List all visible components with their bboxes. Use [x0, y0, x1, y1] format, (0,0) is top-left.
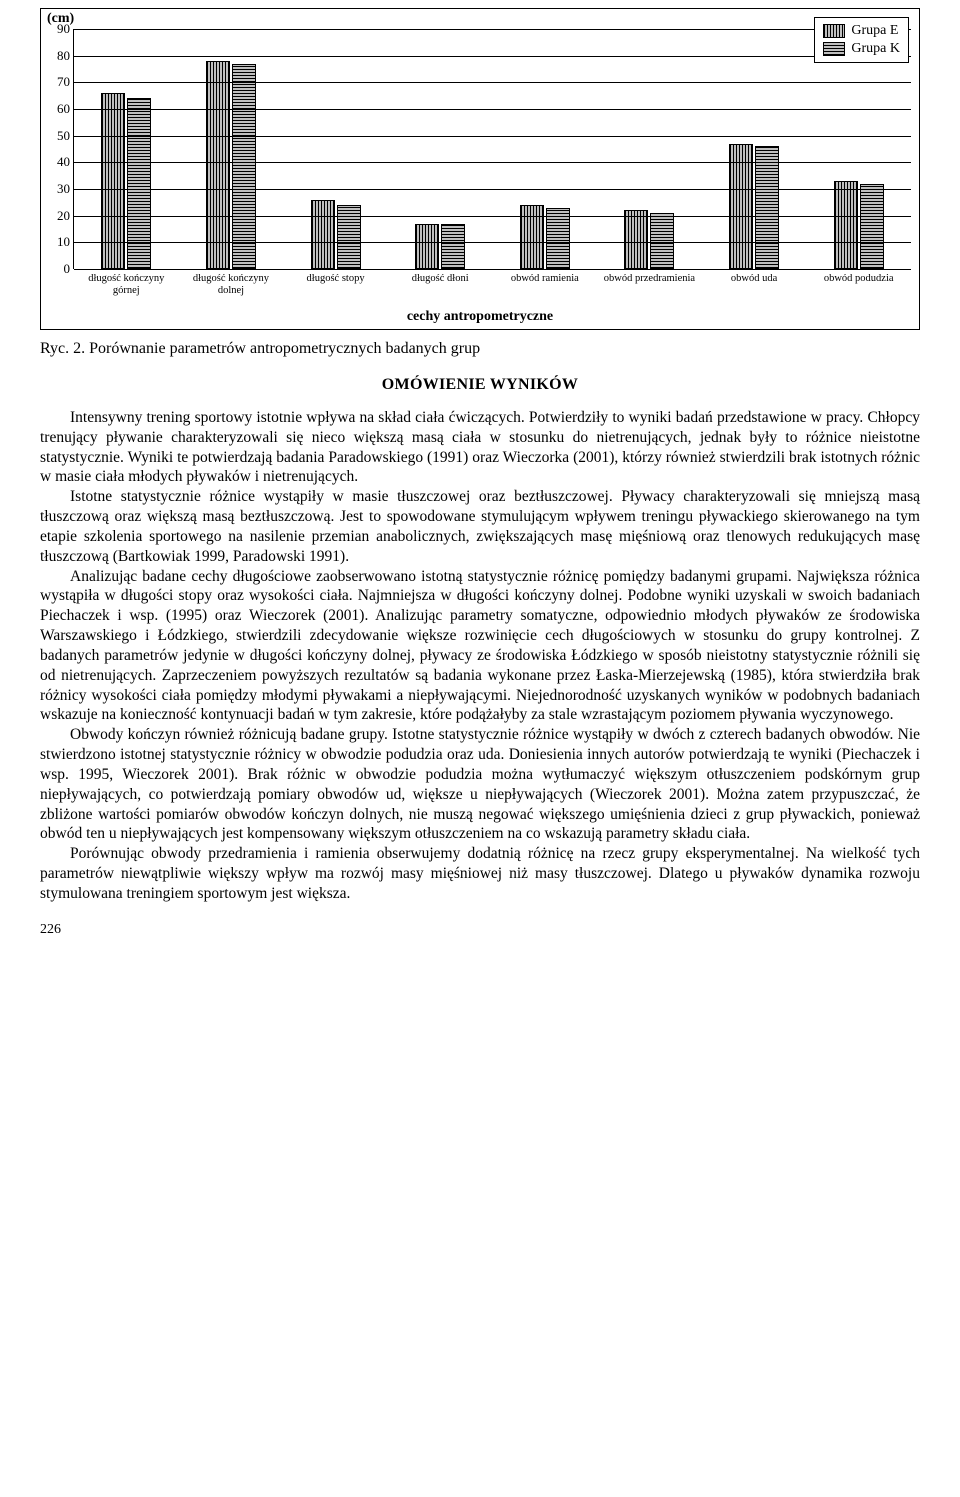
bar-grupa-e — [206, 61, 230, 269]
figure-caption: Ryc. 2. Porównanie parametrów antropomet… — [40, 340, 920, 358]
plot-area: 9080706050403020100długość kończynygórne… — [73, 29, 911, 269]
bar-grupa-k — [546, 208, 570, 269]
y-tick-label: 50 — [44, 128, 70, 144]
y-tick-label: 30 — [44, 181, 70, 197]
bar-grupa-e — [624, 210, 648, 269]
y-tick-label: 20 — [44, 208, 70, 224]
y-tick-label: 60 — [44, 101, 70, 117]
bars-container — [74, 29, 911, 269]
y-tick-label: 80 — [44, 48, 70, 64]
legend-label-e: Grupa E — [851, 23, 898, 39]
x-tick-label: obwód uda — [702, 269, 807, 285]
y-tick-label: 0 — [44, 261, 70, 277]
x-tick-label: długość stopy — [283, 269, 388, 285]
paragraph: Intensywny trening sportowy istotnie wpł… — [40, 408, 920, 487]
bar-grupa-e — [311, 200, 335, 269]
paragraph: Obwody kończyn również różnicują badane … — [40, 725, 920, 844]
bar-grupa-e — [520, 205, 544, 269]
legend-item-k: Grupa K — [823, 40, 900, 58]
bar-grupa-k — [860, 184, 884, 269]
anthropometric-chart: (cm) 9080706050403020100długość kończyny… — [40, 8, 920, 330]
bar-grupa-k — [127, 98, 151, 269]
x-axis-title: cechy antropometryczne — [41, 309, 919, 325]
y-tick-label: 10 — [44, 234, 70, 250]
caption-text: Porównanie parametrów antropometrycznych… — [89, 340, 480, 357]
gridline — [74, 216, 911, 217]
legend: Grupa E Grupa K — [814, 17, 909, 63]
bar-grupa-k — [232, 64, 256, 269]
y-tick-label: 70 — [44, 74, 70, 90]
section-title: OMÓWIENIE WYNIKÓW — [40, 376, 920, 394]
gridline — [74, 56, 911, 57]
gridline — [74, 242, 911, 243]
gridline — [74, 136, 911, 137]
bar-grupa-k — [441, 224, 465, 269]
legend-item-e: Grupa E — [823, 22, 900, 40]
x-tick-label: długość kończynygórnej — [74, 269, 179, 297]
bar-grupa-e — [834, 181, 858, 269]
x-tick-label: długość kończynydolnej — [179, 269, 284, 297]
x-tick-label: obwód przedramienia — [597, 269, 702, 285]
x-tick-label: obwód podudzia — [806, 269, 911, 285]
paragraph: Porównując obwody przedramienia i ramien… — [40, 844, 920, 903]
caption-prefix: Ryc. 2. — [40, 340, 85, 357]
bar-grupa-e — [415, 224, 439, 269]
swatch-grupa-e-icon — [823, 24, 845, 38]
gridline — [74, 82, 911, 83]
legend-label-k: Grupa K — [851, 41, 900, 57]
gridline — [74, 162, 911, 163]
paragraph: Istotne statystycznie różnice wystąpiły … — [40, 487, 920, 566]
paragraph: Analizując badane cechy długościowe zaob… — [40, 567, 920, 726]
gridline — [74, 189, 911, 190]
x-tick-label: obwód ramienia — [493, 269, 598, 285]
bar-grupa-k — [650, 213, 674, 269]
bar-grupa-k — [755, 146, 779, 269]
gridline — [74, 29, 911, 30]
x-tick-label: długość dłoni — [388, 269, 493, 285]
y-tick-label: 90 — [44, 21, 70, 37]
page-number: 226 — [40, 922, 920, 938]
swatch-grupa-k-icon — [823, 42, 845, 56]
y-tick-label: 40 — [44, 154, 70, 170]
bar-grupa-k — [337, 205, 361, 269]
gridline — [74, 109, 911, 110]
